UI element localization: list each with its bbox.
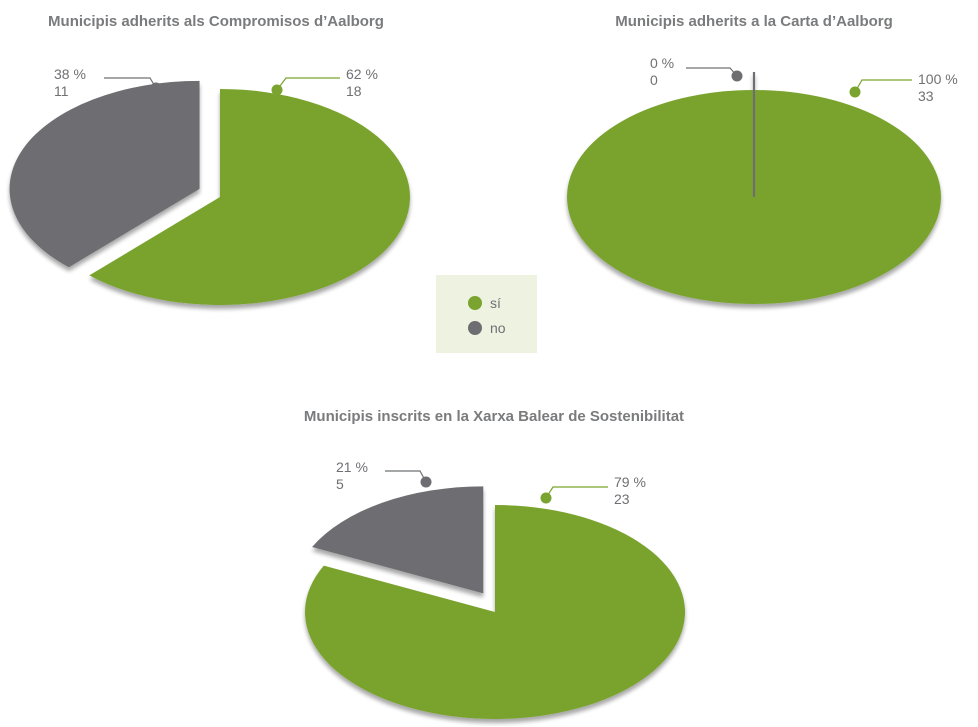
legend-swatch-si — [468, 296, 482, 310]
leader-line-no — [385, 470, 427, 483]
leader-line-no — [686, 67, 738, 77]
si-percent-label: 79 % — [614, 474, 646, 490]
no-value-label: 0 — [650, 72, 658, 88]
pie-slice-no — [9, 80, 200, 268]
legend-label: sí — [490, 295, 501, 311]
si-percent-label: 100 % — [918, 71, 958, 87]
pie-slice-si — [305, 505, 686, 719]
leader-dot-no — [150, 82, 162, 94]
chart-title: Municipis inscrits en la Xarxa Balear de… — [304, 408, 684, 425]
leader-dot-no — [420, 476, 432, 488]
no-percent-label: 38 % — [54, 66, 86, 82]
si-value-label: 18 — [346, 83, 362, 99]
no-value-label: 5 — [336, 476, 344, 492]
chart-xarxa: Municipis inscrits en la Xarxa Balear de… — [304, 408, 686, 719]
no-percent-label: 21 % — [336, 459, 368, 475]
chart-compromisos: Municipis adherits als Compromisos d’Aal… — [9, 13, 411, 305]
pie-slice-no — [312, 486, 484, 594]
si-value-label: 23 — [614, 491, 630, 507]
leader-dot-no — [731, 70, 743, 82]
legend: sí no — [436, 275, 537, 353]
legend-label: no — [490, 320, 506, 336]
si-value-label: 33 — [918, 88, 934, 104]
leader-line-si — [854, 79, 912, 93]
si-percent-label: 62 % — [346, 66, 378, 82]
chart-title: Municipis adherits als Compromisos d’Aal… — [48, 13, 384, 30]
legend-item-si: sí — [468, 294, 501, 312]
leader-dot-si — [849, 86, 861, 98]
chart-title: Municipis adherits a la Carta d’Aalborg — [615, 13, 893, 30]
legend-item-no: no — [468, 319, 506, 337]
chart-carta: Municipis adherits a la Carta d’Aalborg … — [567, 13, 958, 304]
pie-slice-si — [89, 89, 411, 305]
leader-dot-si — [540, 492, 552, 504]
no-percent-label: 0 % — [650, 55, 674, 71]
leader-line-si — [276, 77, 340, 91]
no-value-label: 11 — [54, 83, 69, 99]
leader-line-si — [545, 486, 608, 499]
legend-swatch-no — [468, 321, 482, 335]
leader-dot-si — [271, 84, 283, 96]
